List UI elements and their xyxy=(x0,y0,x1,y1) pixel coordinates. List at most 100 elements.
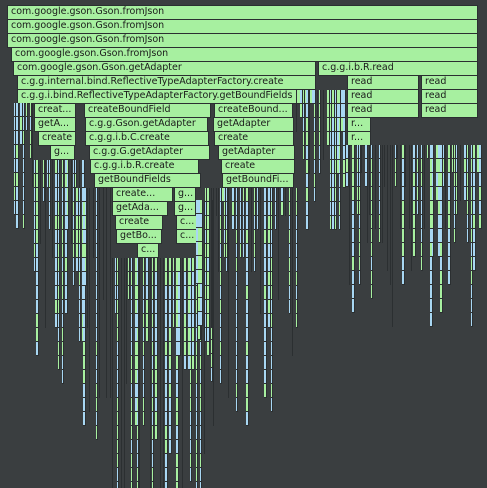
stack-frame-narrow[interactable] xyxy=(387,229,388,243)
stack-frame-narrow[interactable] xyxy=(62,160,64,174)
stack-frame-narrow[interactable] xyxy=(471,299,473,313)
stack-frame-narrow[interactable] xyxy=(117,286,119,300)
stack-frame-narrow[interactable] xyxy=(62,244,64,258)
stack-frame-narrow[interactable] xyxy=(87,300,88,314)
stack-frame-narrow[interactable] xyxy=(236,356,238,370)
stack-frame-narrow[interactable] xyxy=(131,314,133,328)
stack-frame-narrow[interactable] xyxy=(117,356,119,370)
stack-frame-narrow[interactable] xyxy=(52,174,53,188)
stack-frame-narrow[interactable] xyxy=(99,244,100,258)
stack-frame-narrow[interactable] xyxy=(137,370,139,384)
stack-frame-narrow[interactable] xyxy=(169,426,172,440)
stack-frame-narrow[interactable] xyxy=(467,187,469,201)
stack-frame-narrow[interactable] xyxy=(152,272,154,286)
stack-frame-narrow[interactable] xyxy=(395,159,397,173)
stack-frame-narrow[interactable] xyxy=(137,314,139,328)
stack-frame-narrow[interactable] xyxy=(264,188,267,202)
stack-frame-narrow[interactable] xyxy=(124,300,125,314)
stack-frame-narrow[interactable] xyxy=(205,286,207,300)
stack-frame-narrow[interactable] xyxy=(335,104,337,118)
stack-frame-narrow[interactable] xyxy=(192,258,195,272)
stack-frame-narrow[interactable] xyxy=(379,187,381,201)
stack-frame-narrow[interactable] xyxy=(369,145,370,159)
stack-frame-narrow[interactable] xyxy=(182,314,183,328)
stack-frame-narrow[interactable] xyxy=(45,300,46,314)
stack-frame-narrow[interactable] xyxy=(62,216,64,230)
stack-frame-narrow[interactable] xyxy=(473,201,476,215)
stack-frame-narrow[interactable] xyxy=(260,286,261,300)
stack-frame-narrow[interactable] xyxy=(211,230,212,244)
stack-frame-narrow[interactable] xyxy=(371,187,373,201)
stack-frame-narrow[interactable] xyxy=(371,173,373,187)
stack-frame-narrow[interactable] xyxy=(45,160,46,174)
stack-frame-narrow[interactable] xyxy=(248,230,249,244)
stack-frame-narrow[interactable] xyxy=(268,272,271,286)
stack-frame-narrow[interactable] xyxy=(45,244,46,258)
stack-frame-narrow[interactable] xyxy=(454,173,456,187)
stack-frame-narrow[interactable] xyxy=(96,230,98,244)
stack-frame-narrow[interactable] xyxy=(211,214,213,228)
stack-frame-narrow[interactable] xyxy=(354,271,355,285)
stack-frame-narrow[interactable] xyxy=(371,229,373,243)
stack-frame-narrow[interactable] xyxy=(163,314,164,328)
stack-frame-narrow[interactable] xyxy=(471,271,473,285)
stack-frame-narrow[interactable] xyxy=(445,187,446,201)
stack-frame-narrow[interactable] xyxy=(289,244,291,258)
stack-frame-narrow[interactable] xyxy=(117,398,119,412)
stack-frame-narrow[interactable] xyxy=(354,201,355,215)
stack-frame-narrow[interactable] xyxy=(251,188,252,202)
stack-frame-narrow[interactable] xyxy=(278,202,279,216)
stack-frame-narrow[interactable] xyxy=(473,243,476,257)
stack-frame-narrow[interactable] xyxy=(87,202,88,216)
stack-frame-narrow[interactable] xyxy=(211,286,212,300)
stack-frame-narrow[interactable] xyxy=(103,272,104,286)
stack-frame-narrow[interactable] xyxy=(137,286,139,300)
stack-frame-narrow[interactable] xyxy=(379,215,381,229)
stack-frame-narrow[interactable] xyxy=(184,328,187,342)
stack-frame-narrow[interactable] xyxy=(268,300,271,314)
stack-frame-narrow[interactable] xyxy=(421,159,423,173)
stack-frame-narrow[interactable] xyxy=(432,159,434,173)
stack-frame-narrow[interactable] xyxy=(89,328,90,342)
stack-frame-narrow[interactable] xyxy=(106,272,107,286)
stack-frame-narrow[interactable] xyxy=(275,188,277,202)
stack-frame-narrow[interactable] xyxy=(103,258,104,272)
stack-frame-narrow[interactable] xyxy=(112,356,113,370)
stack-frame-narrow[interactable] xyxy=(479,145,482,159)
stack-frame-narrow[interactable] xyxy=(58,244,60,258)
stack-frame-narrow[interactable] xyxy=(176,426,179,440)
stack-frame-narrow[interactable] xyxy=(440,159,443,173)
stack-frame-narrow[interactable] xyxy=(440,215,443,229)
stack-frame-narrow[interactable] xyxy=(58,300,60,314)
stack-frame-narrow[interactable] xyxy=(264,272,267,286)
stack-frame-narrow[interactable] xyxy=(34,258,36,272)
stack-frame-narrow[interactable] xyxy=(349,173,350,187)
stack-frame-narrow[interactable] xyxy=(367,201,368,215)
stack-frame-narrow[interactable] xyxy=(192,300,195,314)
stack-frame-narrow[interactable] xyxy=(137,426,139,440)
stack-frame-narrow[interactable] xyxy=(14,103,16,117)
stack-frame-narrow[interactable] xyxy=(55,216,58,230)
stack-frame-narrow[interactable] xyxy=(335,216,337,230)
stack-frame-narrow[interactable] xyxy=(58,174,60,188)
stack-frame-narrow[interactable] xyxy=(283,188,284,202)
stack-frame-narrow[interactable] xyxy=(379,201,381,215)
stack-frame-narrow[interactable] xyxy=(128,286,130,300)
stack-frame-narrow[interactable] xyxy=(409,215,410,229)
stack-frame-narrow[interactable] xyxy=(213,188,214,202)
stack-frame[interactable]: read xyxy=(347,89,419,104)
stack-frame-narrow[interactable] xyxy=(73,160,75,174)
stack-frame-narrow[interactable] xyxy=(117,384,119,398)
stack-frame-narrow[interactable] xyxy=(146,314,149,328)
stack-frame-narrow[interactable] xyxy=(110,286,111,300)
stack-frame-narrow[interactable] xyxy=(99,188,100,202)
stack-frame-narrow[interactable] xyxy=(306,160,309,174)
stack-frame-narrow[interactable] xyxy=(243,244,245,258)
stack-frame-narrow[interactable] xyxy=(139,398,140,412)
stack-frame-narrow[interactable] xyxy=(264,356,267,370)
stack-frame-narrow[interactable] xyxy=(79,174,80,188)
stack-frame-narrow[interactable] xyxy=(471,313,473,327)
stack-frame-narrow[interactable] xyxy=(421,187,423,201)
stack-frame-narrow[interactable] xyxy=(152,468,154,482)
stack-frame-narrow[interactable] xyxy=(36,160,39,174)
